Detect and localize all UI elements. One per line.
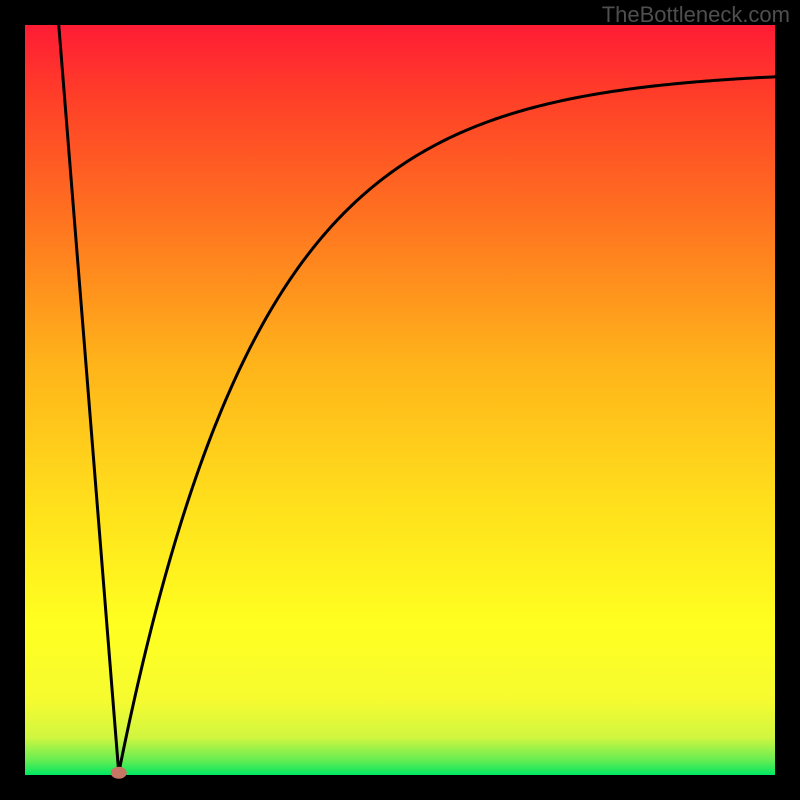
bottleneck-chart: TheBottleneck.com <box>0 0 800 800</box>
minimum-marker <box>111 767 127 779</box>
plot-background <box>25 25 775 775</box>
watermark-text: TheBottleneck.com <box>602 2 790 27</box>
